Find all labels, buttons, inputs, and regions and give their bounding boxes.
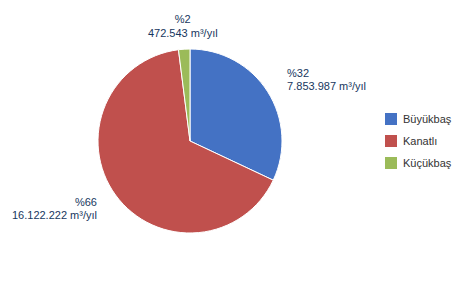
legend-item: Büyükbaş	[385, 113, 452, 125]
legend: Büyükbaş Kanatlı Küçükbaş	[385, 113, 452, 169]
pie-slice	[98, 50, 273, 233]
value-label-line: %32	[287, 67, 309, 79]
legend-swatch	[385, 157, 397, 169]
value-label-line: 472.543 m³/yıl	[148, 27, 218, 39]
value-label: %2 472.543 m³/yıl	[148, 13, 218, 38]
legend-swatch	[385, 135, 397, 147]
pie-slice	[178, 49, 190, 141]
chart-root: %327.853.987 m³/yıl %6616.122.222 m³/yıl%…	[0, 0, 475, 282]
value-label: %6616.122.222 m³/yıl	[12, 196, 97, 221]
value-label-line: 7.853.987 m³/yıl	[287, 80, 366, 92]
value-label-line: %2	[175, 13, 191, 25]
value-labels: %327.853.987 m³/yıl %6616.122.222 m³/yıl%…	[12, 13, 366, 221]
legend-label: Küçükbaş	[403, 157, 452, 169]
legend-item: Küçükbaş	[385, 157, 452, 169]
legend-label: Büyükbaş	[403, 113, 452, 125]
pie	[98, 49, 282, 233]
value-label-line: 16.122.222 m³/yıl	[12, 209, 97, 221]
value-label: %327.853.987 m³/yıl	[287, 67, 366, 92]
legend-swatch	[385, 113, 397, 125]
legend-item: Kanatlı	[385, 135, 437, 147]
legend-label: Kanatlı	[403, 135, 437, 147]
value-label-line: %66	[75, 196, 97, 208]
